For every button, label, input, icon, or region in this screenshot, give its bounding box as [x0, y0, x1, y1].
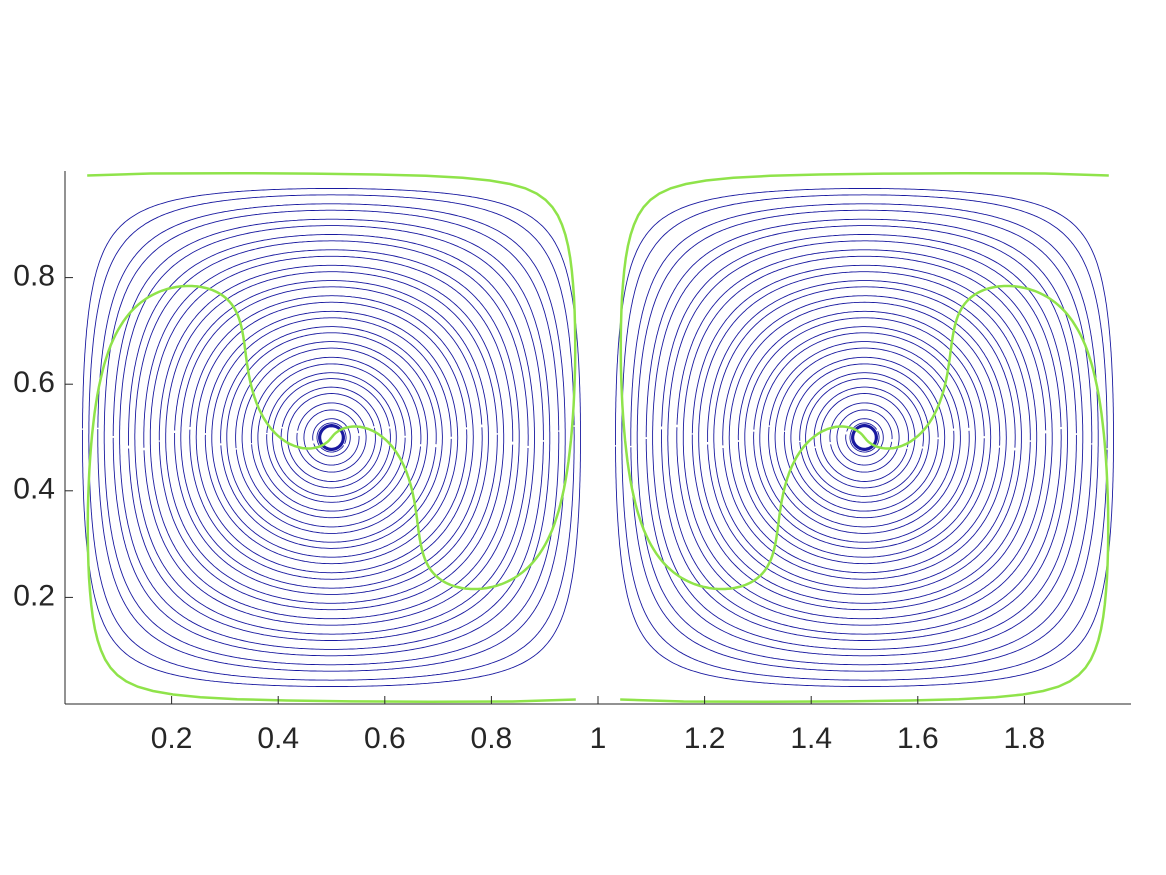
streamline: [226, 332, 437, 543]
streamline: [211, 317, 452, 558]
streamline: [652, 225, 1077, 650]
streamline: [235, 341, 428, 534]
streamline: [630, 203, 1099, 672]
streamline: [119, 225, 544, 650]
x-tick-label: 0.8: [471, 722, 513, 755]
streamline: [676, 249, 1053, 626]
streamline: [241, 347, 422, 528]
x-tick-label: 0.4: [257, 722, 299, 755]
streamline: [250, 356, 413, 519]
streamline: [158, 264, 505, 611]
x-tick-label: 1.2: [684, 722, 726, 755]
streamline: [318, 424, 345, 451]
streamline: [667, 240, 1062, 635]
streamline: [296, 402, 367, 473]
streamline: [744, 317, 985, 558]
streamline: [698, 271, 1031, 604]
streamline: [836, 409, 893, 466]
streamline: [103, 209, 560, 666]
streamline: [312, 418, 351, 457]
streamline: [851, 424, 878, 451]
streamline: [257, 363, 406, 512]
streamline: [737, 310, 992, 565]
material-line: [86, 171, 577, 704]
streamline: [189, 295, 474, 580]
streamline: [759, 332, 970, 543]
streamline: [143, 249, 520, 626]
streamline: [88, 194, 575, 681]
streamline: [682, 255, 1047, 620]
streamline: [661, 234, 1068, 641]
x-tick-label: 1: [590, 722, 607, 755]
streamline: [128, 234, 535, 641]
streamline: [722, 295, 1007, 580]
streamline: [287, 393, 376, 482]
streamline: [97, 203, 566, 672]
streamline: [691, 264, 1038, 611]
streamline: [621, 194, 1108, 681]
streamline: [195, 301, 468, 574]
material-lines: [86, 171, 1110, 704]
y-tick-label: 0.8: [13, 260, 55, 293]
streamline: [713, 286, 1016, 589]
streamline: [165, 271, 498, 604]
streamline: [112, 218, 551, 657]
streamline: [820, 393, 909, 482]
y-tick-label: 0.2: [13, 579, 55, 612]
streamline: [645, 218, 1084, 657]
streamline: [829, 402, 900, 473]
streamline: [220, 326, 443, 549]
x-tick-label: 1.4: [790, 722, 832, 755]
streamline: [799, 372, 930, 503]
x-tick-label: 1.6: [897, 722, 939, 755]
streamline: [303, 409, 360, 466]
streamline: [82, 188, 581, 687]
streamline: [805, 378, 924, 497]
streamline: [615, 188, 1114, 687]
streamline: [174, 280, 489, 595]
x-tick-label: 0.6: [364, 722, 406, 755]
streamline: [783, 356, 946, 519]
streamline: [272, 378, 391, 497]
streamline: [845, 418, 884, 457]
x-tick-label: 0.2: [151, 722, 193, 755]
streamline: [728, 301, 1001, 574]
y-tick-label: 0.4: [13, 473, 55, 506]
x-tick-label: 1.8: [1004, 722, 1046, 755]
streamline: [280, 386, 383, 489]
streamline: [636, 209, 1093, 666]
material-line: [619, 171, 1110, 704]
streamline: [753, 326, 976, 549]
streamline: [813, 386, 916, 489]
streamline: [204, 310, 459, 565]
streamline: [774, 347, 955, 528]
streamline: [134, 240, 529, 635]
streamline: [768, 341, 961, 534]
streamline: [790, 363, 939, 512]
streamlines: [82, 188, 1114, 687]
y-tick-label: 0.6: [13, 366, 55, 399]
streamline: [149, 255, 514, 620]
streamline: [180, 286, 483, 589]
streamline: [266, 372, 397, 503]
streamline: [707, 280, 1022, 595]
